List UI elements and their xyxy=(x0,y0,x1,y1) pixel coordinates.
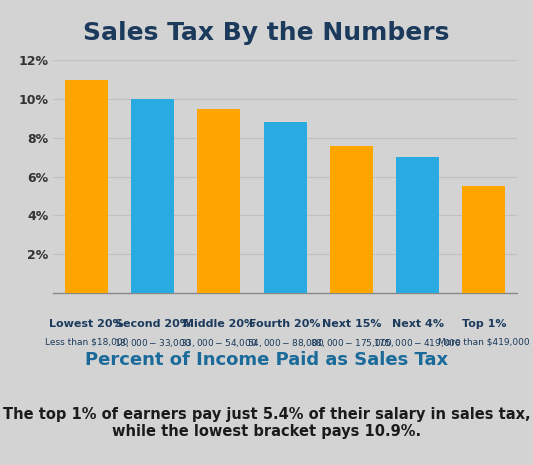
Text: Middle 20%: Middle 20% xyxy=(183,319,255,329)
Bar xyxy=(462,186,505,293)
Bar xyxy=(396,157,439,293)
Text: $88,000 - $175,000: $88,000 - $175,000 xyxy=(310,337,393,349)
Text: Lowest 20%: Lowest 20% xyxy=(49,319,124,329)
Bar xyxy=(197,109,240,293)
Text: $18,000 - $33,000: $18,000 - $33,000 xyxy=(114,337,191,349)
Bar xyxy=(131,99,174,293)
Bar xyxy=(65,80,108,293)
Text: Next 4%: Next 4% xyxy=(392,319,443,329)
Text: $175,000 - $419,000: $175,000 - $419,000 xyxy=(373,337,462,349)
Text: More than $419,000: More than $419,000 xyxy=(438,337,530,346)
Bar xyxy=(330,146,373,293)
Text: Second 20%: Second 20% xyxy=(115,319,191,329)
Text: $33,000 - $54,000: $33,000 - $54,000 xyxy=(180,337,257,349)
Bar xyxy=(264,122,306,293)
Text: Top 1%: Top 1% xyxy=(462,319,506,329)
Text: Less than $18,000: Less than $18,000 xyxy=(45,337,128,346)
Text: Fourth 20%: Fourth 20% xyxy=(249,319,321,329)
Text: Next 15%: Next 15% xyxy=(321,319,381,329)
Text: Percent of Income Paid as Sales Tax: Percent of Income Paid as Sales Tax xyxy=(85,352,448,369)
Text: $54,000 - $88,000: $54,000 - $88,000 xyxy=(247,337,324,349)
Text: The top 1% of earners pay just 5.4% of their salary in sales tax,
while the lowe: The top 1% of earners pay just 5.4% of t… xyxy=(3,407,530,439)
Text: Sales Tax By the Numbers: Sales Tax By the Numbers xyxy=(83,20,450,45)
